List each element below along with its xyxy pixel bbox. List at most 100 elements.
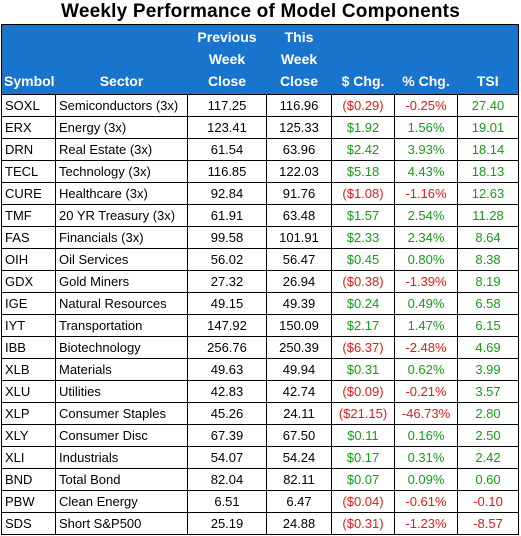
symbol-cell: FAS <box>1 226 56 249</box>
dollar-change-cell: $0.31 <box>331 358 395 381</box>
previous-close-cell: 49.15 <box>187 292 267 315</box>
percent-change-cell: 0.09% <box>394 468 458 491</box>
this-week-close-cell: 24.11 <box>266 402 332 425</box>
sector-cell: Semiconductors (3x) <box>55 94 188 117</box>
dollar-change-cell: $1.57 <box>331 204 395 227</box>
column-header-symbol: Symbol <box>1 24 56 95</box>
tsi-cell: 3.57 <box>457 380 519 403</box>
report-title: Weekly Performance of Model Components <box>61 1 460 22</box>
tsi-cell: 8.38 <box>457 248 519 271</box>
percent-change-cell: 1.56% <box>394 116 458 139</box>
table-body: SOXL Semiconductors (3x) 117.25 116.96 ($0.2… <box>1 94 519 535</box>
symbol-cell: SOXL <box>1 94 56 117</box>
this-week-close-cell: 125.33 <box>266 116 332 139</box>
this-week-close-cell: 91.76 <box>266 182 332 205</box>
symbol-cell: BND <box>1 468 56 491</box>
column-header-percent-change: % Chg. <box>394 24 458 95</box>
tsi-cell: 3.99 <box>457 358 519 381</box>
sector-cell: 20 YR Treasury (3x) <box>55 204 188 227</box>
symbol-cell: TECL <box>1 160 56 183</box>
column-header-previous-week-close: Previous Week Close <box>187 24 267 95</box>
dollar-change-cell: ($6.37) <box>331 336 395 359</box>
this-header-line: Close <box>279 73 319 89</box>
table-header-row: Symbol Sector Previous Week Close This W… <box>1 24 519 95</box>
this-week-close-cell: 56.47 <box>266 248 332 271</box>
previous-close-cell: 99.58 <box>187 226 267 249</box>
this-week-close-cell: 101.91 <box>266 226 332 249</box>
sector-cell: Transportation <box>55 314 188 337</box>
sector-cell: Total Bond <box>55 468 188 491</box>
symbol-cell: SDS <box>1 512 56 535</box>
dollar-change-cell: $5.18 <box>331 160 395 183</box>
previous-close-cell: 6.51 <box>187 490 267 513</box>
prev-header-line: Previous <box>197 29 257 45</box>
dollar-change-cell: $0.07 <box>331 468 395 491</box>
tsi-cell: 2.80 <box>457 402 519 425</box>
percent-change-cell: 2.54% <box>394 204 458 227</box>
previous-close-cell: 61.91 <box>187 204 267 227</box>
this-week-close-cell: 116.96 <box>266 94 332 117</box>
tsi-cell: 6.15 <box>457 314 519 337</box>
column-header-dollar-change: $ Chg. <box>331 24 395 95</box>
tsi-cell: -8.57 <box>457 512 519 535</box>
sector-cell: Healthcare (3x) <box>55 182 188 205</box>
this-week-close-cell: 26.94 <box>266 270 332 293</box>
previous-close-cell: 45.26 <box>187 402 267 425</box>
dollar-change-cell: ($0.09) <box>331 380 395 403</box>
percent-change-cell: 0.62% <box>394 358 458 381</box>
dollar-change-cell: ($1.08) <box>331 182 395 205</box>
this-week-close-cell: 63.96 <box>266 138 332 161</box>
tsi-cell: 0.60 <box>457 468 519 491</box>
tsi-cell: 27.40 <box>457 94 519 117</box>
previous-close-cell: 117.25 <box>187 94 267 117</box>
table-row: BND Total Bond 82.04 82.11 $0.07 0.09% 0.60 <box>1 468 519 491</box>
previous-close-cell: 27.32 <box>187 270 267 293</box>
symbol-cell: OIH <box>1 248 56 271</box>
percent-change-cell: 4.43% <box>394 160 458 183</box>
percent-change-cell: 0.49% <box>394 292 458 315</box>
sector-cell: Materials <box>55 358 188 381</box>
sector-cell: Energy (3x) <box>55 116 188 139</box>
symbol-cell: CURE <box>1 182 56 205</box>
symbol-cell: ERX <box>1 116 56 139</box>
dollar-change-cell: $0.11 <box>331 424 395 447</box>
sector-cell: Oil Services <box>55 248 188 271</box>
previous-close-cell: 54.07 <box>187 446 267 469</box>
previous-close-cell: 67.39 <box>187 424 267 447</box>
previous-close-cell: 82.04 <box>187 468 267 491</box>
sector-cell: Financials (3x) <box>55 226 188 249</box>
dollar-change-cell: $0.45 <box>331 248 395 271</box>
table-row: DRN Real Estate (3x) 61.54 63.96 $2.42 3.93% 1… <box>1 138 519 161</box>
tsi-cell: 18.13 <box>457 160 519 183</box>
previous-close-cell: 49.63 <box>187 358 267 381</box>
table-row: FAS Financials (3x) 99.58 101.91 $2.33 2.34% 8… <box>1 226 519 249</box>
column-header-this-week-close: This Week Close <box>266 24 332 95</box>
sector-cell: Industrials <box>55 446 188 469</box>
dollar-change-cell: $0.24 <box>331 292 395 315</box>
sector-cell: Natural Resources <box>55 292 188 315</box>
dollar-change-cell: ($0.04) <box>331 490 395 513</box>
previous-close-cell: 61.54 <box>187 138 267 161</box>
this-week-close-cell: 49.94 <box>266 358 332 381</box>
percent-change-cell: -46.73% <box>394 402 458 425</box>
this-week-close-cell: 82.11 <box>266 468 332 491</box>
tsi-cell: 18.14 <box>457 138 519 161</box>
this-header-line: This <box>284 29 314 45</box>
previous-close-cell: 123.41 <box>187 116 267 139</box>
percent-change-cell: -0.25% <box>394 94 458 117</box>
table-row: TMF 20 YR Treasury (3x) 61.91 63.48 $1.57 2.5… <box>1 204 519 227</box>
percent-change-cell: -0.21% <box>394 380 458 403</box>
sector-cell: Consumer Staples <box>55 402 188 425</box>
tsi-cell: 19.01 <box>457 116 519 139</box>
this-week-close-cell: 150.09 <box>266 314 332 337</box>
dollar-change-cell: ($21.15) <box>331 402 395 425</box>
table-row: XLB Materials 49.63 49.94 $0.31 0.62% 3.99 <box>1 358 519 381</box>
table-row: IYT Transportation 147.92 150.09 $2.17 1.47% 6… <box>1 314 519 337</box>
dollar-change-cell: $0.17 <box>331 446 395 469</box>
prev-header-line: Close <box>207 73 247 89</box>
sector-cell: Short S&P500 <box>55 512 188 535</box>
percent-change-cell: -1.23% <box>394 512 458 535</box>
table-row: CURE Healthcare (3x) 92.84 91.76 ($1.08) -1.1… <box>1 182 519 205</box>
table-row: XLY Consumer Disc 67.39 67.50 $0.11 0.16% 2.50 <box>1 424 519 447</box>
